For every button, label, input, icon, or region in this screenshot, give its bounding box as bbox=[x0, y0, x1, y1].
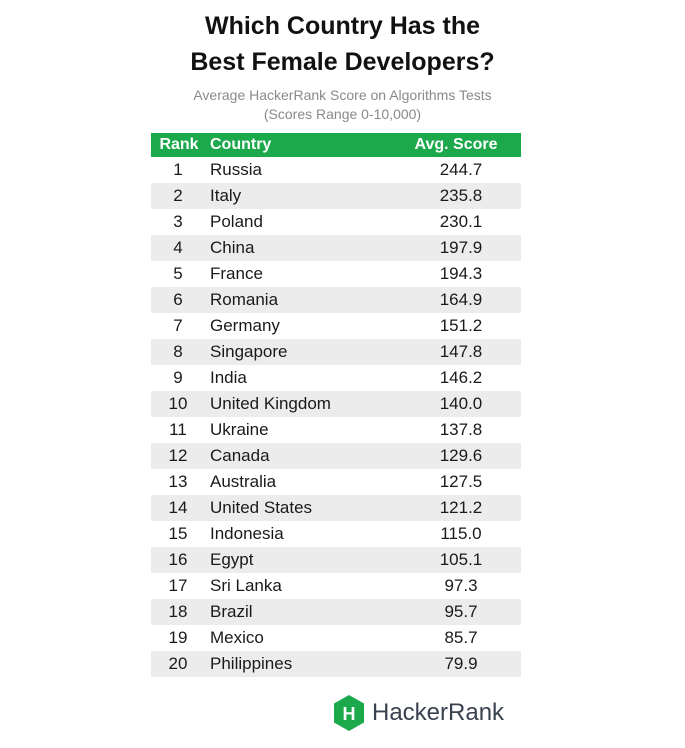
chart-title-line-2: Best Female Developers? bbox=[190, 48, 495, 76]
table-row: 14 United States 121.2 bbox=[151, 495, 521, 521]
score-cell: 230.1 bbox=[439, 212, 483, 231]
score-cell: 164.9 bbox=[439, 290, 483, 309]
table-row: 12 Canada 129.6 bbox=[151, 443, 521, 469]
country-cell: India bbox=[210, 368, 247, 387]
rank-cell: 14 bbox=[168, 498, 188, 517]
country-cell: Poland bbox=[210, 212, 263, 231]
country-cell: Australia bbox=[210, 472, 277, 491]
hackerrank-logo: H HackerRank bbox=[332, 693, 504, 733]
table-row: 4 China 197.9 bbox=[151, 235, 521, 261]
country-cell: Sri Lanka bbox=[210, 576, 282, 595]
rank-cell: 20 bbox=[168, 654, 188, 673]
rank-cell: 5 bbox=[173, 264, 183, 283]
rank-cell: 8 bbox=[173, 342, 183, 361]
header-avg-score: Avg. Score bbox=[414, 136, 498, 153]
table-row: 10 United Kingdom 140.0 bbox=[151, 391, 521, 417]
chart-subtitle-line-1: Average HackerRank Score on Algorithms T… bbox=[193, 87, 492, 103]
table-row: 3 Poland 230.1 bbox=[151, 209, 521, 235]
table-row: 15 Indonesia 115.0 bbox=[151, 521, 521, 547]
logo-mark-letter: H bbox=[343, 704, 356, 724]
table-row: 5 France 194.3 bbox=[151, 261, 521, 287]
hackerrank-hexagon-icon: H bbox=[334, 695, 364, 731]
table-row: 16 Egypt 105.1 bbox=[151, 547, 521, 573]
header-country: Country bbox=[210, 136, 272, 153]
score-cell: 197.9 bbox=[439, 238, 483, 257]
table-row: 11 Ukraine 137.8 bbox=[151, 417, 521, 443]
country-cell: Mexico bbox=[210, 628, 264, 647]
score-cell: 97.3 bbox=[444, 576, 478, 595]
score-cell: 115.0 bbox=[440, 524, 482, 543]
table-row: 17 Sri Lanka 97.3 bbox=[151, 573, 521, 599]
rank-cell: 16 bbox=[168, 550, 188, 569]
rank-cell: 4 bbox=[173, 238, 183, 257]
country-cell: Brazil bbox=[210, 602, 253, 621]
country-cell: Philippines bbox=[210, 654, 293, 673]
table-row: 2 Italy 235.8 bbox=[151, 183, 521, 209]
rank-cell: 11 bbox=[169, 420, 187, 439]
rank-cell: 1 bbox=[173, 160, 183, 179]
header-rank: Rank bbox=[159, 136, 199, 153]
table-row: 9 India 146.2 bbox=[151, 365, 521, 391]
logo-text: HackerRank bbox=[372, 699, 505, 726]
table-header: Rank Country Avg. Score bbox=[151, 133, 521, 157]
country-cell: Singapore bbox=[210, 342, 288, 361]
ranking-table: Rank Country Avg. Score 1 Russia 244.7 2 Ita… bbox=[151, 133, 521, 677]
score-cell: 151.2 bbox=[439, 316, 483, 335]
score-cell: 85.7 bbox=[444, 628, 478, 647]
table-row: 7 Germany 151.2 bbox=[151, 313, 521, 339]
table-row: 1 Russia 244.7 bbox=[151, 157, 521, 183]
country-cell: France bbox=[210, 264, 263, 283]
score-cell: 194.3 bbox=[439, 264, 483, 283]
country-cell: Germany bbox=[210, 316, 280, 335]
score-cell: 244.7 bbox=[439, 160, 483, 179]
rank-cell: 7 bbox=[173, 316, 183, 335]
score-cell: 121.2 bbox=[439, 498, 483, 517]
table-row: 20 Philippines 79.9 bbox=[151, 651, 521, 677]
rank-cell: 18 bbox=[168, 602, 188, 621]
country-cell: Egypt bbox=[210, 550, 254, 569]
score-cell: 146.2 bbox=[439, 368, 483, 387]
rank-cell: 10 bbox=[168, 394, 188, 413]
rank-cell: 13 bbox=[168, 472, 188, 491]
rank-cell: 15 bbox=[168, 524, 188, 543]
rank-cell: 6 bbox=[173, 290, 183, 309]
score-cell: 95.7 bbox=[444, 602, 478, 621]
table-row: 8 Singapore 147.8 bbox=[151, 339, 521, 365]
country-cell: Canada bbox=[210, 446, 270, 465]
country-cell: United Kingdom bbox=[210, 394, 331, 413]
country-cell: Italy bbox=[210, 186, 242, 205]
rank-cell: 12 bbox=[168, 446, 188, 465]
rank-cell: 17 bbox=[168, 576, 188, 595]
score-cell: 235.8 bbox=[439, 186, 483, 205]
country-cell: Ukraine bbox=[210, 420, 269, 439]
score-cell: 127.5 bbox=[439, 472, 483, 491]
score-cell: 129.6 bbox=[439, 446, 483, 465]
score-cell: 105.1 bbox=[439, 550, 483, 569]
country-cell: Russia bbox=[210, 160, 262, 179]
country-cell: Romania bbox=[210, 290, 279, 309]
score-cell: 147.8 bbox=[439, 342, 483, 361]
score-cell: 79.9 bbox=[444, 654, 478, 673]
rank-cell: 19 bbox=[168, 628, 188, 647]
rank-cell: 2 bbox=[173, 186, 183, 205]
table-row: 18 Brazil 95.7 bbox=[151, 599, 521, 625]
chart-title-line-1: Which Country Has the bbox=[204, 12, 480, 40]
rank-cell: 9 bbox=[173, 368, 183, 387]
table-row: 19 Mexico 85.7 bbox=[151, 625, 521, 651]
chart-subtitle-line-2: (Scores Range 0-10,000) bbox=[263, 106, 422, 122]
score-cell: 137.8 bbox=[439, 420, 483, 439]
table-row: 13 Australia 127.5 bbox=[151, 469, 521, 495]
rank-cell: 3 bbox=[173, 212, 183, 231]
country-cell: Indonesia bbox=[210, 524, 284, 543]
country-cell: China bbox=[210, 238, 255, 257]
score-cell: 140.0 bbox=[439, 394, 483, 413]
table-row: 6 Romania 164.9 bbox=[151, 287, 521, 313]
country-cell: United States bbox=[210, 498, 313, 517]
table-body: 1 Russia 244.7 2 Italy 235.8 3 Poland 230.1 4 Chin… bbox=[151, 157, 521, 677]
